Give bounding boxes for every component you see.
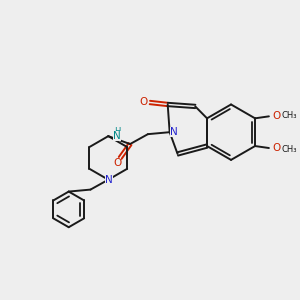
Text: O: O — [113, 158, 121, 168]
Text: O: O — [273, 143, 281, 153]
Text: N: N — [105, 175, 113, 185]
Text: CH₃: CH₃ — [282, 145, 297, 154]
Text: N: N — [113, 131, 121, 141]
Text: N: N — [170, 127, 178, 137]
Text: CH₃: CH₃ — [282, 111, 297, 120]
Text: O: O — [273, 111, 281, 121]
Text: H: H — [114, 127, 120, 136]
Text: O: O — [140, 98, 148, 107]
